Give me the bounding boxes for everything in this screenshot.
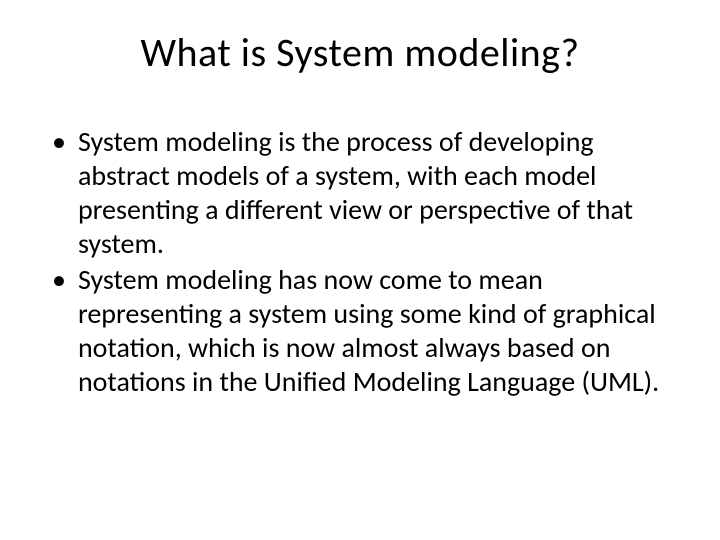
bullet-marker-icon: • <box>52 125 66 159</box>
bullet-item: • System modeling has now come to mean r… <box>52 263 680 399</box>
bullet-marker-icon: • <box>52 263 66 297</box>
slide-content: • System modeling is the process of deve… <box>40 125 680 399</box>
bullet-text: System modeling is the process of develo… <box>78 125 680 261</box>
bullet-text: System modeling has now come to mean rep… <box>78 263 680 399</box>
slide-title: What is System modeling? <box>40 28 680 77</box>
bullet-item: • System modeling is the process of deve… <box>52 125 680 261</box>
